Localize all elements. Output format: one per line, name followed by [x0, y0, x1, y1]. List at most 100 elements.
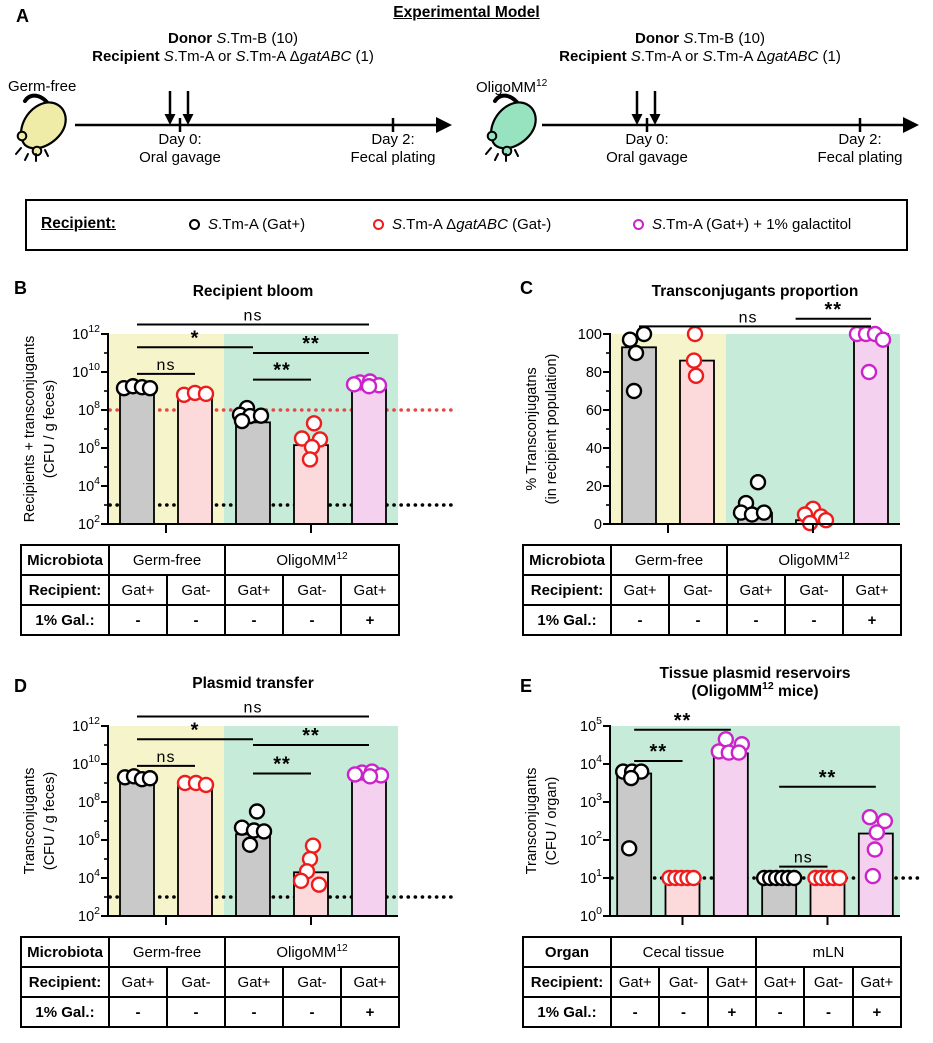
table-galactitol-cell: -: [224, 604, 284, 636]
mouse-feet: [15, 147, 49, 162]
legend-item: S.Tm-A (Gat+): [189, 216, 305, 233]
panel-a-label: A: [16, 6, 29, 26]
table-group-cell: Cecal tissue: [609, 936, 758, 968]
timeline-arrowhead: [436, 117, 452, 133]
table-recipient-cell: Gat+: [340, 574, 400, 606]
chart-title: Transconjugants proportion: [652, 283, 859, 300]
chart-subtitle: (OligoMM12 mice): [691, 680, 818, 700]
panel-d: D Plasmid transfer 102 104 106 108 1010 1012 Tr…: [8, 664, 458, 1028]
significance-label: **: [302, 725, 320, 747]
gavage-arrowhead: [631, 114, 643, 125]
data-point: [730, 744, 748, 761]
y-tick-label: 100: [580, 905, 602, 925]
day0-sub-left: Oral gavage: [139, 149, 221, 166]
table-row-header: 1% Gal.:: [20, 996, 110, 1028]
table-row-header: Microbiota: [20, 936, 110, 968]
data-point: [292, 872, 310, 890]
data-point: [345, 376, 363, 393]
significance-label: ns: [157, 749, 176, 766]
table-row-header: Microbiota: [20, 544, 110, 576]
condition-table: Organ Cecal tissue mLN Recipient: Gat+ Gat- Ga…: [522, 936, 903, 1028]
bar: [177, 784, 213, 917]
day2-sub-right: Fecal plating: [817, 149, 903, 166]
significance-label: **: [819, 767, 837, 789]
table-row-header: 1% Gal.:: [20, 604, 110, 636]
data-point: [141, 770, 159, 787]
table-galactitol-cell: -: [108, 604, 168, 636]
data-point: [248, 803, 266, 820]
y-axis-label: % Transconjugatns: [524, 367, 540, 490]
panel-c: C Transconjugants proportion 0 20 40 60 80 100…: [510, 272, 933, 636]
significance-label: *: [191, 327, 200, 349]
significance-label: **: [674, 710, 692, 732]
data-point: [241, 836, 259, 853]
y-tick-label: 60: [586, 403, 602, 419]
y-tick-label: 102: [580, 829, 602, 849]
bar: [853, 333, 889, 525]
y-tick-label: 1012: [72, 715, 100, 735]
legend-item-label: S.Tm-A (Gat+) + 1% galactitol: [652, 216, 852, 233]
data-point: [625, 382, 643, 400]
chart-tissue-plasmid-reservoirs: Tissue plasmid reservoirs(OligoMM12 mice…: [524, 665, 920, 925]
y-tick-label: 101: [580, 867, 602, 887]
table-row-header: Recipient:: [20, 574, 110, 606]
condition-table: Microbiota Germ-free OligoMM12 Recipient: Ga…: [522, 544, 902, 636]
table-row-header: Recipient:: [20, 966, 110, 998]
data-point: [635, 325, 653, 343]
data-point: [141, 379, 159, 397]
day2-sub-left: Fecal plating: [350, 149, 436, 166]
data-point: [876, 812, 894, 830]
table-recipient-cell: Gat+: [726, 574, 786, 606]
significance-label: **: [650, 741, 668, 763]
legend-marker-icon: [189, 219, 200, 230]
table-recipient-cell: Gat-: [658, 966, 709, 998]
condition-table: Microbiota Germ-free OligoMM12 Recipient: Ga…: [20, 936, 400, 1028]
table-row-header: Microbiota: [522, 544, 612, 576]
data-point: [346, 766, 364, 783]
data-point: [686, 325, 704, 343]
y-tick-label: 108: [78, 791, 100, 811]
table-galactitol-cell: -: [282, 996, 342, 1028]
table-recipient-cell: Gat+: [610, 574, 670, 606]
recipient-line-left: Recipient S.Tm-A or S.Tm-A ΔgatABC (1): [92, 48, 374, 65]
bar: [712, 752, 749, 917]
bar: [119, 390, 155, 525]
table-galactitol-cell: -: [784, 604, 844, 636]
day0-label-right: Day 0:: [625, 131, 669, 148]
table-galactitol-cell: -: [609, 996, 661, 1028]
table-recipient-cell: Gat+: [755, 966, 806, 998]
data-point: [866, 841, 884, 858]
data-point: [252, 407, 270, 424]
table-galactitol-cell: -: [610, 604, 670, 636]
table-recipient-cell: Gat+: [706, 966, 758, 998]
table-row-header: Recipient:: [522, 574, 612, 606]
mouse-feet: [485, 147, 519, 162]
y-tick-label: 108: [78, 399, 100, 419]
data-point: [622, 769, 640, 787]
panel-d-label: D: [14, 676, 27, 696]
y-tick-label: 100: [578, 327, 602, 343]
data-point: [749, 473, 767, 491]
table-galactitol-cell: +: [842, 604, 902, 636]
data-point: [360, 378, 378, 395]
table-row-header: 1% Gal.:: [522, 604, 612, 636]
data-point: [755, 504, 773, 521]
table-galactitol-cell: -: [755, 996, 806, 1028]
mouse-ear: [16, 130, 28, 142]
data-point: [685, 352, 703, 369]
y-axis-label: (in recipient population): [544, 354, 560, 505]
y-tick-label: 102: [78, 905, 100, 925]
day2-label-right: Day 2:: [838, 131, 882, 148]
significance-label: *: [191, 719, 200, 741]
y-axis-label: Recipients + transconjugants: [22, 336, 38, 523]
table-galactitol-cell: +: [706, 996, 758, 1028]
data-point: [620, 840, 638, 857]
table-row-header: Organ: [522, 936, 612, 968]
recipient-legend: Recipient: S.Tm-A (Gat+) S.Tm-A ΔgatABC (…: [25, 199, 908, 251]
significance-label: **: [273, 754, 291, 776]
y-tick-label: 106: [78, 437, 100, 457]
y-tick-label: 0: [594, 517, 602, 533]
mouse-label-germfree: Germ-free: [8, 78, 77, 95]
gavage-arrowhead: [649, 114, 661, 125]
table-recipient-cell: Gat-: [166, 574, 226, 606]
